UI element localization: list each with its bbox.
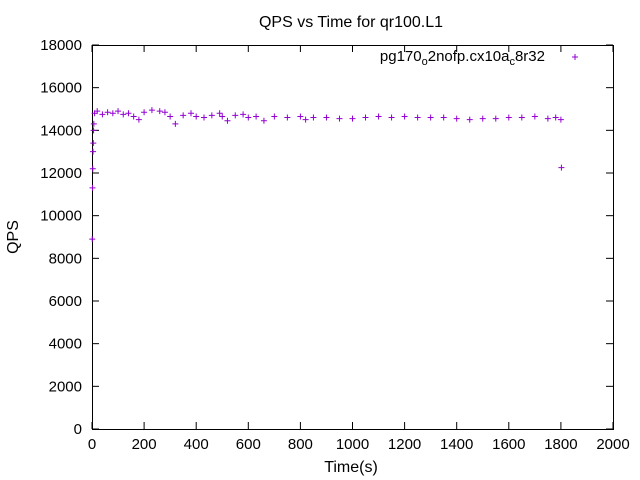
data-point: [94, 108, 101, 115]
x-axis-label: Time(s): [324, 459, 378, 476]
x-tick-label: 1200: [388, 436, 421, 453]
data-point: [388, 114, 395, 121]
data-point: [505, 114, 512, 121]
data-point: [89, 184, 96, 191]
data-point: [167, 113, 174, 120]
data-point: [141, 109, 148, 116]
data-point: [187, 110, 194, 117]
data-point: [224, 117, 231, 124]
data-point: [180, 112, 187, 119]
data-point: [336, 115, 343, 122]
chart-title: QPS vs Time for qr100.L1: [259, 14, 443, 31]
legend: pg170o2nofp.cx10ac8r32: [380, 48, 578, 68]
data-point: [115, 108, 122, 115]
y-tick-label: 8000: [49, 250, 82, 267]
data-point: [310, 114, 317, 121]
data-point: [99, 111, 106, 118]
data-point: [531, 113, 538, 120]
plot-frame: [92, 45, 614, 430]
data-point: [90, 127, 97, 134]
y-tick-label: 18000: [40, 37, 82, 54]
y-tick-label: 14000: [40, 122, 82, 139]
data-point: [89, 165, 96, 172]
data-point: [245, 114, 252, 121]
data-point: [120, 111, 127, 118]
y-tick-label: 2000: [49, 378, 82, 395]
data-point: [414, 114, 421, 121]
data-point: [544, 115, 551, 122]
y-tick-label: 0: [74, 421, 82, 438]
legend-marker: [572, 54, 578, 60]
data-point: [297, 113, 304, 120]
data-point: [130, 113, 137, 120]
data-point: [362, 114, 369, 121]
y-tick-label: 10000: [40, 208, 82, 225]
data-point: [349, 115, 356, 122]
x-tick-label: 400: [184, 436, 209, 453]
data-point: [216, 110, 223, 117]
axis-ticks: 0 200 400 600 800 1000 1200 1400 1600 1800 2000 0 20…: [40, 37, 629, 453]
y-tick-label: 4000: [49, 336, 82, 353]
data-point: [479, 115, 486, 122]
data-point: [375, 113, 382, 120]
x-tick-label: 0: [88, 436, 96, 453]
y-tick-label: 6000: [49, 293, 82, 310]
data-point: [89, 236, 96, 243]
data-point: [492, 115, 499, 122]
data-point: [156, 108, 163, 115]
data-point: [284, 114, 291, 121]
data-point: [219, 113, 226, 120]
data-point: [135, 116, 142, 123]
data-point: [232, 112, 239, 119]
y-axis-label: QPS: [5, 220, 22, 254]
x-tick-label: 200: [132, 436, 157, 453]
x-tick-label: 2000: [596, 436, 629, 453]
data-point: [109, 110, 116, 117]
data-point: [253, 113, 260, 120]
data-point: [401, 113, 408, 120]
data-point: [552, 114, 559, 121]
x-tick-label: 600: [236, 436, 261, 453]
data-point: [302, 116, 309, 123]
data-point: [201, 114, 208, 121]
data-point: [172, 120, 179, 127]
y-tick-label: 12000: [40, 165, 82, 182]
data-point: [148, 107, 155, 114]
data-point: [466, 116, 473, 123]
data-point: [104, 109, 111, 116]
data-point: [558, 164, 565, 171]
data-point: [271, 113, 278, 120]
data-point: [453, 115, 460, 122]
data-point: [518, 114, 525, 121]
data-point: [90, 140, 97, 147]
data-point: [427, 114, 434, 121]
legend-plus-icon: [572, 54, 578, 60]
data-point: [90, 120, 97, 127]
x-tick-label: 1000: [336, 436, 369, 453]
data-point: [161, 109, 168, 116]
y-tick-label: 16000: [40, 80, 82, 97]
data-point: [323, 114, 330, 121]
x-tick-label: 1400: [440, 436, 473, 453]
data-point: [208, 112, 215, 119]
data-point: [440, 114, 447, 121]
data-point: [193, 113, 200, 120]
data-point: [240, 111, 247, 118]
x-tick-label: 1600: [492, 436, 525, 453]
data-points: [89, 107, 565, 243]
legend-label: pg170o2nofp.cx10ac8r32: [380, 48, 545, 68]
x-tick-label: 800: [288, 436, 313, 453]
data-point: [125, 110, 132, 117]
x-tick-label: 1800: [544, 436, 577, 453]
data-point: [260, 117, 267, 124]
data-point: [557, 116, 564, 123]
data-point: [90, 148, 97, 155]
